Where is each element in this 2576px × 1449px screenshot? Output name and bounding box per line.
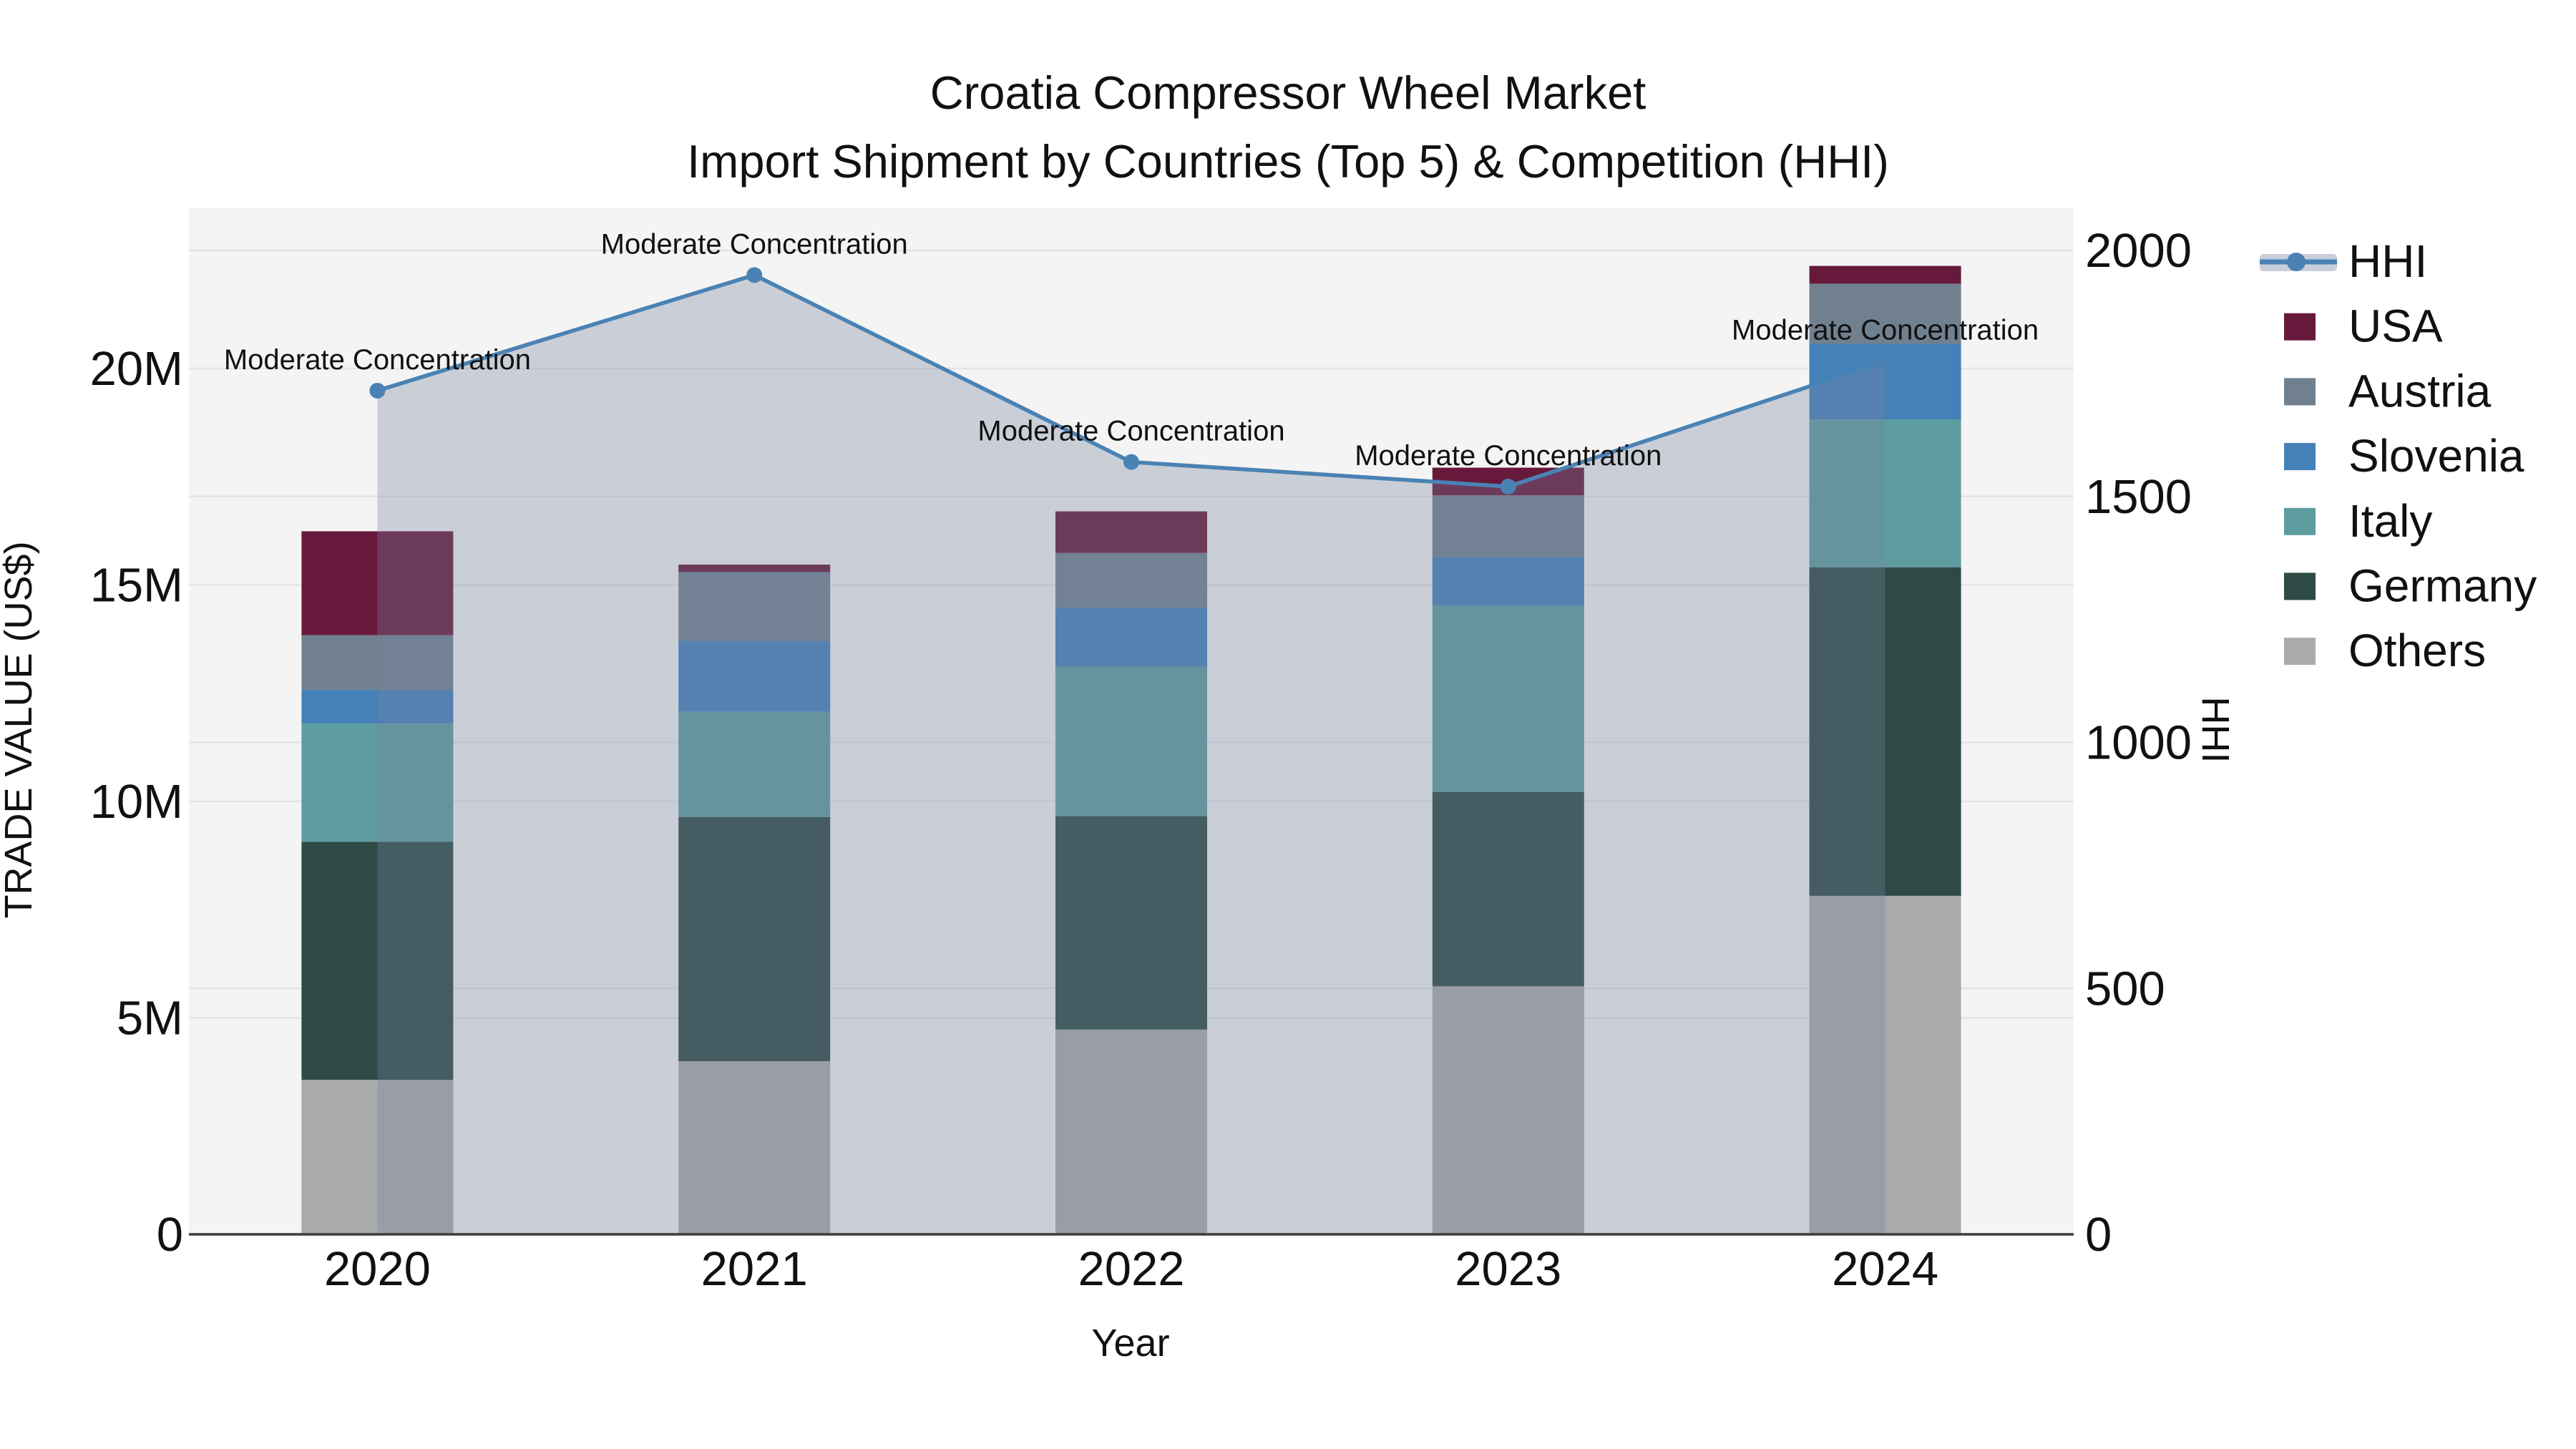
bar-segment-austria-2024	[1809, 283, 1961, 344]
bar-segment-germany-2020	[301, 841, 454, 1080]
legend-swatch-others	[2284, 638, 2316, 665]
bar-segment-slovenia-2022	[1055, 608, 1207, 667]
bar-segment-usa-2022	[1055, 511, 1207, 553]
legend-item-others[interactable]: Others	[2284, 625, 2486, 676]
x-tick-2024: 2024	[1832, 1242, 1938, 1296]
annotation-moderate-concentration-2021: Moderate Concentration	[601, 228, 908, 260]
y-left-tick-10M: 10M	[90, 775, 183, 829]
legend-swatch-usa	[2284, 313, 2316, 341]
hhi-marker-2022	[1123, 454, 1139, 470]
y-left-tick-15M: 15M	[90, 559, 183, 613]
y-right-tick-1000: 1000	[2085, 716, 2192, 770]
annotation-moderate-concentration-2022: Moderate Concentration	[977, 416, 1284, 447]
y-left-tick-5M: 5M	[117, 992, 183, 1045]
bar-segment-italy-2024	[1809, 419, 1961, 567]
bar-segment-others-2024	[1809, 895, 1961, 1234]
legend-swatch-italy	[2284, 507, 2316, 535]
legend-item-germany[interactable]: Germany	[2284, 560, 2537, 612]
legend-hhi-marker-symbol	[2287, 253, 2306, 271]
bar-segment-slovenia-2023	[1432, 557, 1584, 605]
legend-label-italy: Italy	[2348, 495, 2432, 547]
y-axis-title-right: HHI	[2194, 697, 2237, 763]
chart-title-line1: Croatia Compressor Wheel Market	[930, 67, 1646, 119]
y-right-tick-500: 500	[2085, 962, 2165, 1015]
y-right-tick-0: 0	[2085, 1208, 2112, 1262]
hhi-marker-2024	[1877, 353, 1893, 369]
hhi-marker-2023	[1500, 479, 1516, 494]
legend-swatch-austria	[2284, 378, 2316, 406]
bar-segment-usa-2024	[1809, 265, 1961, 284]
bar-segment-others-2023	[1432, 986, 1584, 1234]
bar-segment-usa-2020	[301, 531, 454, 635]
bar-segment-austria-2023	[1432, 495, 1584, 557]
legend-label-slovenia: Slovenia	[2348, 430, 2524, 482]
legend-item-hhi[interactable]: HHI	[2260, 235, 2427, 287]
hhi-marker-2020	[369, 382, 386, 399]
y-axis-title-left: TRADE VALUE (US$)	[0, 541, 40, 918]
bar-segment-germany-2024	[1809, 567, 1961, 896]
legend-label-austria: Austria	[2348, 365, 2492, 416]
annotation-moderate-concentration-2023: Moderate Concentration	[1355, 440, 1662, 472]
x-axis-title: Year	[1091, 1322, 1169, 1365]
bar-segment-slovenia-2021	[678, 640, 831, 712]
x-tick-2021: 2021	[701, 1242, 808, 1296]
legend-item-usa[interactable]: USA	[2284, 301, 2443, 352]
bar-segment-others-2020	[301, 1080, 454, 1234]
bar-segment-austria-2022	[1055, 552, 1207, 608]
legend-item-austria[interactable]: Austria	[2284, 365, 2492, 416]
bar-segment-germany-2021	[678, 816, 831, 1061]
legend-item-italy[interactable]: Italy	[2284, 495, 2432, 547]
legend-swatch-slovenia	[2284, 443, 2316, 471]
x-tick-2020: 2020	[324, 1242, 431, 1296]
chart-title-line2: Import Shipment by Countries (Top 5) & C…	[687, 135, 1889, 187]
legend-label-others: Others	[2348, 625, 2486, 676]
x-tick-2022: 2022	[1078, 1242, 1184, 1296]
bar-segment-italy-2021	[678, 711, 831, 817]
y-left-tick-20M: 20M	[90, 342, 183, 396]
annotation-moderate-concentration-2024: Moderate Concentration	[1732, 315, 2039, 346]
bar-segment-germany-2022	[1055, 816, 1207, 1030]
bar-segment-austria-2021	[678, 572, 831, 641]
bar-segment-italy-2022	[1055, 666, 1207, 816]
bar-segment-others-2021	[678, 1061, 831, 1234]
y-left-tick-0: 0	[157, 1208, 183, 1262]
y-right-tick-2000: 2000	[2085, 224, 2192, 278]
y-right-tick-1500: 1500	[2085, 470, 2192, 524]
bar-segment-slovenia-2020	[301, 689, 454, 724]
bar-segment-usa-2021	[678, 565, 831, 572]
legend-label-hhi: HHI	[2348, 235, 2427, 287]
bar-segment-austria-2020	[301, 635, 454, 690]
bar-segment-italy-2020	[301, 723, 454, 842]
legend-swatch-germany	[2284, 572, 2316, 600]
hhi-area	[377, 275, 1885, 1234]
legend-item-slovenia[interactable]: Slovenia	[2284, 430, 2524, 482]
x-tick-2023: 2023	[1455, 1242, 1561, 1296]
bar-segment-germany-2023	[1432, 791, 1584, 987]
annotation-moderate-concentration-2020: Moderate Concentration	[224, 344, 531, 376]
bar-segment-italy-2023	[1432, 605, 1584, 792]
bar-segment-others-2022	[1055, 1029, 1207, 1234]
legend-label-germany: Germany	[2348, 560, 2537, 612]
hhi-marker-2021	[746, 267, 763, 283]
legend-label-usa: USA	[2348, 301, 2443, 352]
